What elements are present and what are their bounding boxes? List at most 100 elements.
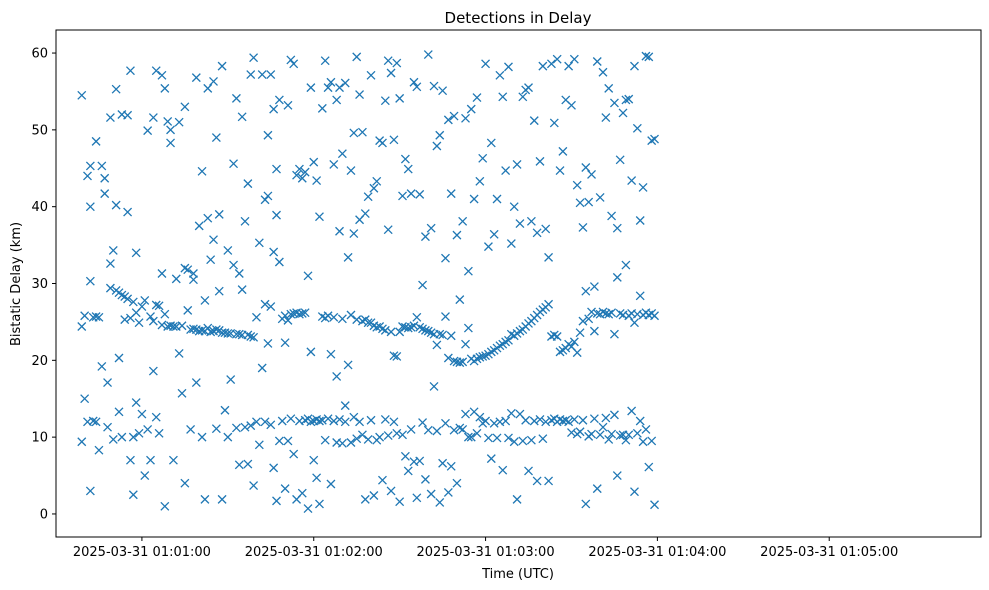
x-marker-point — [435, 329, 445, 339]
x-marker-point — [501, 416, 511, 426]
x-marker-point — [501, 337, 511, 347]
x-marker-point — [601, 113, 611, 123]
x-marker-point — [630, 487, 639, 497]
x-marker-point — [332, 371, 342, 381]
x-marker-point — [240, 216, 250, 226]
x-marker-point — [280, 338, 290, 348]
x-marker-point — [567, 428, 576, 437]
x-marker-point — [383, 225, 393, 235]
x-marker-point — [143, 424, 153, 434]
x-marker-point — [128, 490, 138, 500]
x-marker-point — [435, 130, 445, 140]
x-marker-point — [515, 326, 525, 336]
x-marker-point — [584, 197, 594, 207]
x-marker-point — [463, 323, 473, 333]
x-marker-point — [526, 435, 536, 445]
x-marker-point — [151, 300, 161, 310]
x-marker-point — [632, 123, 642, 133]
x-marker-point — [383, 56, 393, 66]
x-marker-point — [323, 83, 333, 93]
chart-title: Detections in Delay — [445, 9, 592, 27]
x-tick-label: 2025-03-31 01:04:00 — [588, 545, 726, 560]
x-marker-point — [587, 429, 596, 439]
x-marker-point — [504, 433, 513, 443]
x-marker-point — [243, 179, 253, 189]
x-marker-point — [647, 436, 657, 446]
x-marker-point — [486, 138, 496, 148]
x-marker-point — [604, 83, 614, 93]
x-marker-point — [555, 347, 565, 357]
x-marker-point — [607, 308, 617, 318]
x-marker-point — [123, 207, 133, 217]
x-marker-point — [638, 437, 648, 447]
x-marker-point — [567, 100, 576, 110]
x-marker-point — [85, 276, 95, 286]
x-marker-point — [446, 331, 456, 341]
x-marker-point — [183, 265, 193, 275]
x-marker-point — [398, 430, 407, 440]
x-marker-point — [438, 330, 448, 340]
x-marker-point — [415, 322, 425, 332]
x-marker-point — [223, 328, 233, 338]
x-marker-point — [234, 460, 244, 470]
x-marker-point — [481, 59, 491, 69]
y-tick-label: 10 — [31, 431, 48, 446]
x-marker-point — [538, 434, 548, 444]
x-marker-point — [300, 167, 310, 177]
x-marker-point — [632, 428, 642, 438]
x-marker-point — [200, 295, 210, 305]
x-marker-point — [564, 61, 574, 71]
x-marker-point — [472, 354, 482, 364]
x-marker-point — [607, 211, 617, 221]
x-marker-point — [650, 134, 659, 144]
x-marker-point — [595, 430, 605, 440]
x-marker-point — [197, 432, 207, 442]
x-marker-point — [335, 415, 344, 424]
x-marker-point — [272, 164, 281, 174]
x-marker-point — [555, 166, 565, 176]
x-marker-point — [303, 271, 313, 281]
x-marker-point — [349, 128, 359, 138]
x-marker-point — [131, 248, 141, 258]
x-marker-point — [289, 449, 299, 459]
x-marker-point — [380, 325, 390, 335]
x-marker-point — [335, 226, 344, 236]
x-marker-point — [137, 409, 147, 419]
x-marker-point — [409, 77, 419, 87]
x-marker-point — [263, 191, 273, 201]
x-marker-point — [575, 198, 585, 208]
x-marker-point — [249, 53, 259, 63]
x-marker-point — [644, 52, 654, 62]
x-marker-point — [538, 61, 548, 71]
x-marker-point — [526, 216, 536, 226]
x-marker-point — [120, 315, 130, 325]
x-marker-point — [406, 322, 416, 332]
x-marker-point — [80, 394, 90, 404]
x-axis-label: Time (UTC) — [481, 567, 554, 582]
x-marker-point — [269, 463, 279, 473]
x-marker-point — [100, 173, 110, 183]
x-marker-point — [426, 223, 436, 233]
x-marker-point — [589, 282, 599, 292]
x-marker-point — [306, 83, 316, 93]
x-marker-point — [461, 113, 470, 123]
x-marker-point — [306, 417, 316, 427]
x-marker-point — [154, 301, 164, 311]
x-marker-point — [111, 200, 121, 210]
x-marker-point — [492, 194, 502, 204]
x-marker-point — [326, 77, 336, 87]
x-marker-point — [621, 95, 631, 105]
x-marker-point — [352, 434, 362, 444]
x-marker-point — [148, 366, 158, 376]
x-marker-point — [171, 274, 181, 284]
x-marker-point — [386, 327, 396, 337]
x-marker-point — [269, 104, 279, 114]
x-marker-point — [137, 302, 147, 312]
x-marker-point — [183, 305, 193, 315]
x-marker-point — [587, 307, 596, 317]
x-marker-point — [432, 141, 442, 151]
x-marker-point — [211, 133, 221, 143]
x-marker-point — [435, 497, 445, 507]
x-marker-point — [94, 312, 104, 322]
